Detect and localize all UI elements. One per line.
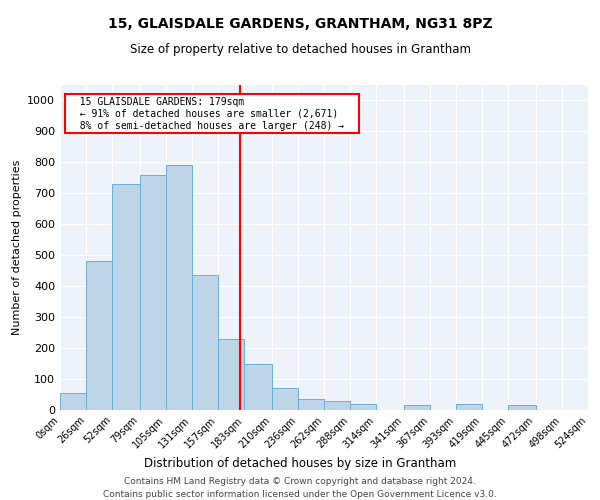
Bar: [404, 406, 430, 410]
Bar: [244, 364, 272, 410]
Text: 15, GLAISDALE GARDENS, GRANTHAM, NG31 8PZ: 15, GLAISDALE GARDENS, GRANTHAM, NG31 8P…: [107, 18, 493, 32]
Text: Size of property relative to detached houses in Grantham: Size of property relative to detached ho…: [130, 42, 470, 56]
Bar: [112, 184, 140, 410]
Bar: [298, 399, 324, 410]
Text: Contains HM Land Registry data © Crown copyright and database right 2024.: Contains HM Land Registry data © Crown c…: [124, 478, 476, 486]
Bar: [324, 400, 350, 410]
Bar: [456, 404, 482, 410]
Bar: [166, 166, 192, 410]
Text: Distribution of detached houses by size in Grantham: Distribution of detached houses by size …: [144, 458, 456, 470]
Bar: [60, 393, 86, 410]
Y-axis label: Number of detached properties: Number of detached properties: [11, 160, 22, 335]
Text: 15 GLAISDALE GARDENS: 179sqm  
  ← 91% of detached houses are smaller (2,671)  
: 15 GLAISDALE GARDENS: 179sqm ← 91% of de…: [68, 98, 356, 130]
Bar: [350, 404, 376, 410]
Bar: [272, 388, 298, 410]
Bar: [218, 339, 244, 410]
Bar: [86, 262, 112, 410]
Bar: [508, 406, 536, 410]
Text: Contains public sector information licensed under the Open Government Licence v3: Contains public sector information licen…: [103, 490, 497, 499]
Bar: [192, 276, 218, 410]
Bar: [140, 175, 166, 410]
